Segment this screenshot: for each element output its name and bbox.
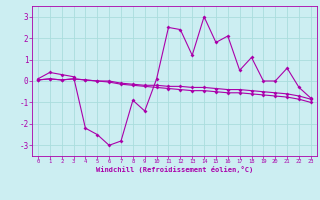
X-axis label: Windchill (Refroidissement éolien,°C): Windchill (Refroidissement éolien,°C) [96,166,253,173]
